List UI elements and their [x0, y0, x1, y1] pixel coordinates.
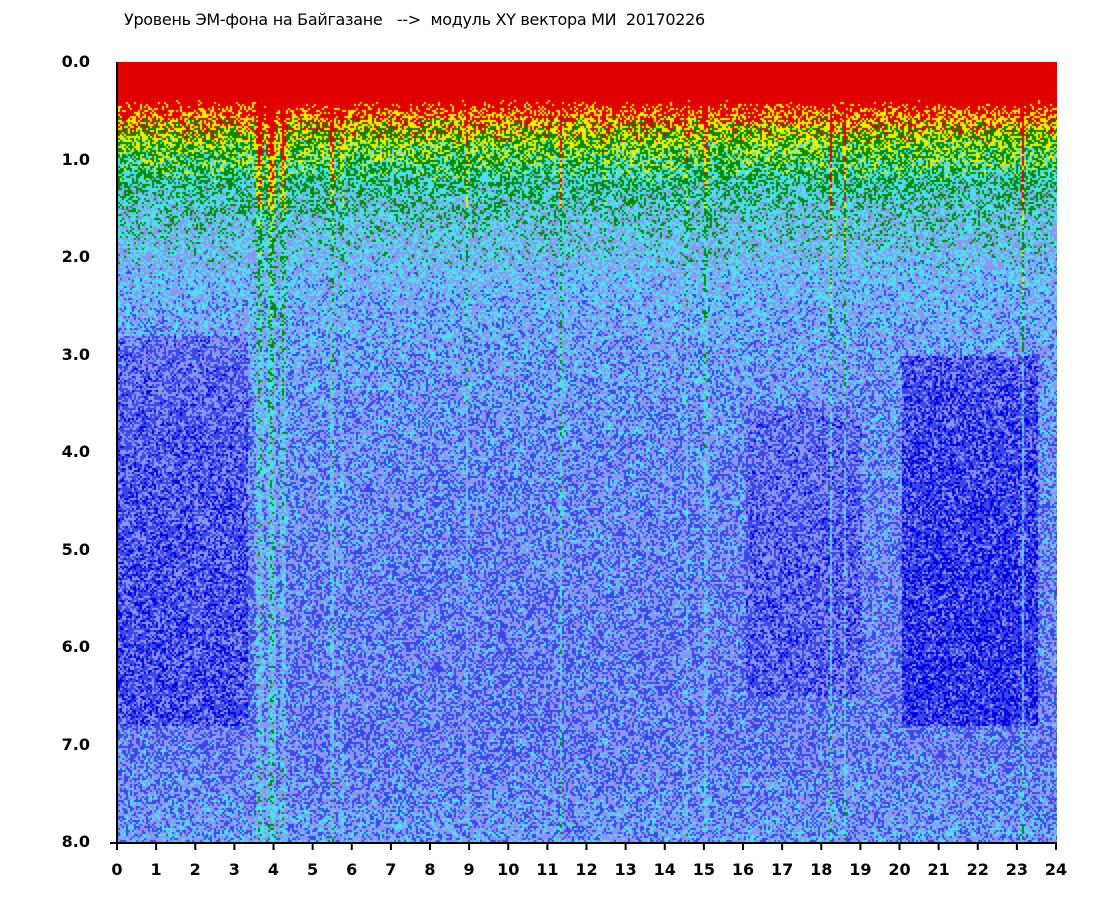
x-tick-label: 10: [497, 860, 520, 879]
x-tick-label: 13: [614, 860, 637, 879]
y-tick-label: 6.0: [61, 637, 90, 656]
x-tick-label: 0: [111, 860, 123, 879]
x-tick-label: 2: [189, 860, 201, 879]
y-tick-label: 7.0: [61, 734, 90, 754]
x-tick-label: 16: [731, 860, 755, 879]
x-tick-label: 17: [770, 860, 794, 879]
x-tick-label: 9: [463, 860, 475, 879]
y-tick-label: 8.0: [61, 832, 90, 851]
spectrogram-heatmap: [118, 62, 1057, 842]
y-tick-label: 2.0: [61, 247, 90, 266]
x-tick-label: 3: [228, 860, 240, 879]
y-tick-label: 3.0: [61, 344, 90, 364]
x-tick-label: 19: [849, 860, 872, 879]
x-tick-label: 23: [1005, 860, 1028, 879]
y-tick-label: 0.0: [61, 52, 90, 71]
x-tick-label: 14: [653, 860, 676, 879]
x-tick-label: 12: [575, 860, 598, 879]
x-tick-label: 21: [927, 860, 950, 879]
y-tick-label: 5.0: [61, 539, 90, 559]
x-tick-label: 22: [966, 860, 989, 879]
x-tick-label: 24: [1044, 860, 1068, 879]
x-tick-label: 8: [424, 860, 436, 879]
x-tick-label: 18: [810, 860, 833, 879]
x-tick-label: 11: [536, 860, 559, 879]
chart-title: Уровень ЭМ-фона на Байгазане --> модуль …: [124, 10, 705, 29]
x-tick-label: 20: [888, 860, 911, 879]
x-tick-label: 5: [307, 860, 319, 879]
x-tick-label: 6: [346, 860, 358, 879]
y-tick-label: 4.0: [61, 442, 90, 461]
x-tick-label: 7: [385, 860, 397, 879]
x-tick-label: 15: [692, 860, 715, 879]
x-tick-label: 4: [267, 860, 280, 879]
y-tick-label: 1.0: [61, 149, 90, 169]
x-tick-label: 1: [150, 860, 162, 879]
